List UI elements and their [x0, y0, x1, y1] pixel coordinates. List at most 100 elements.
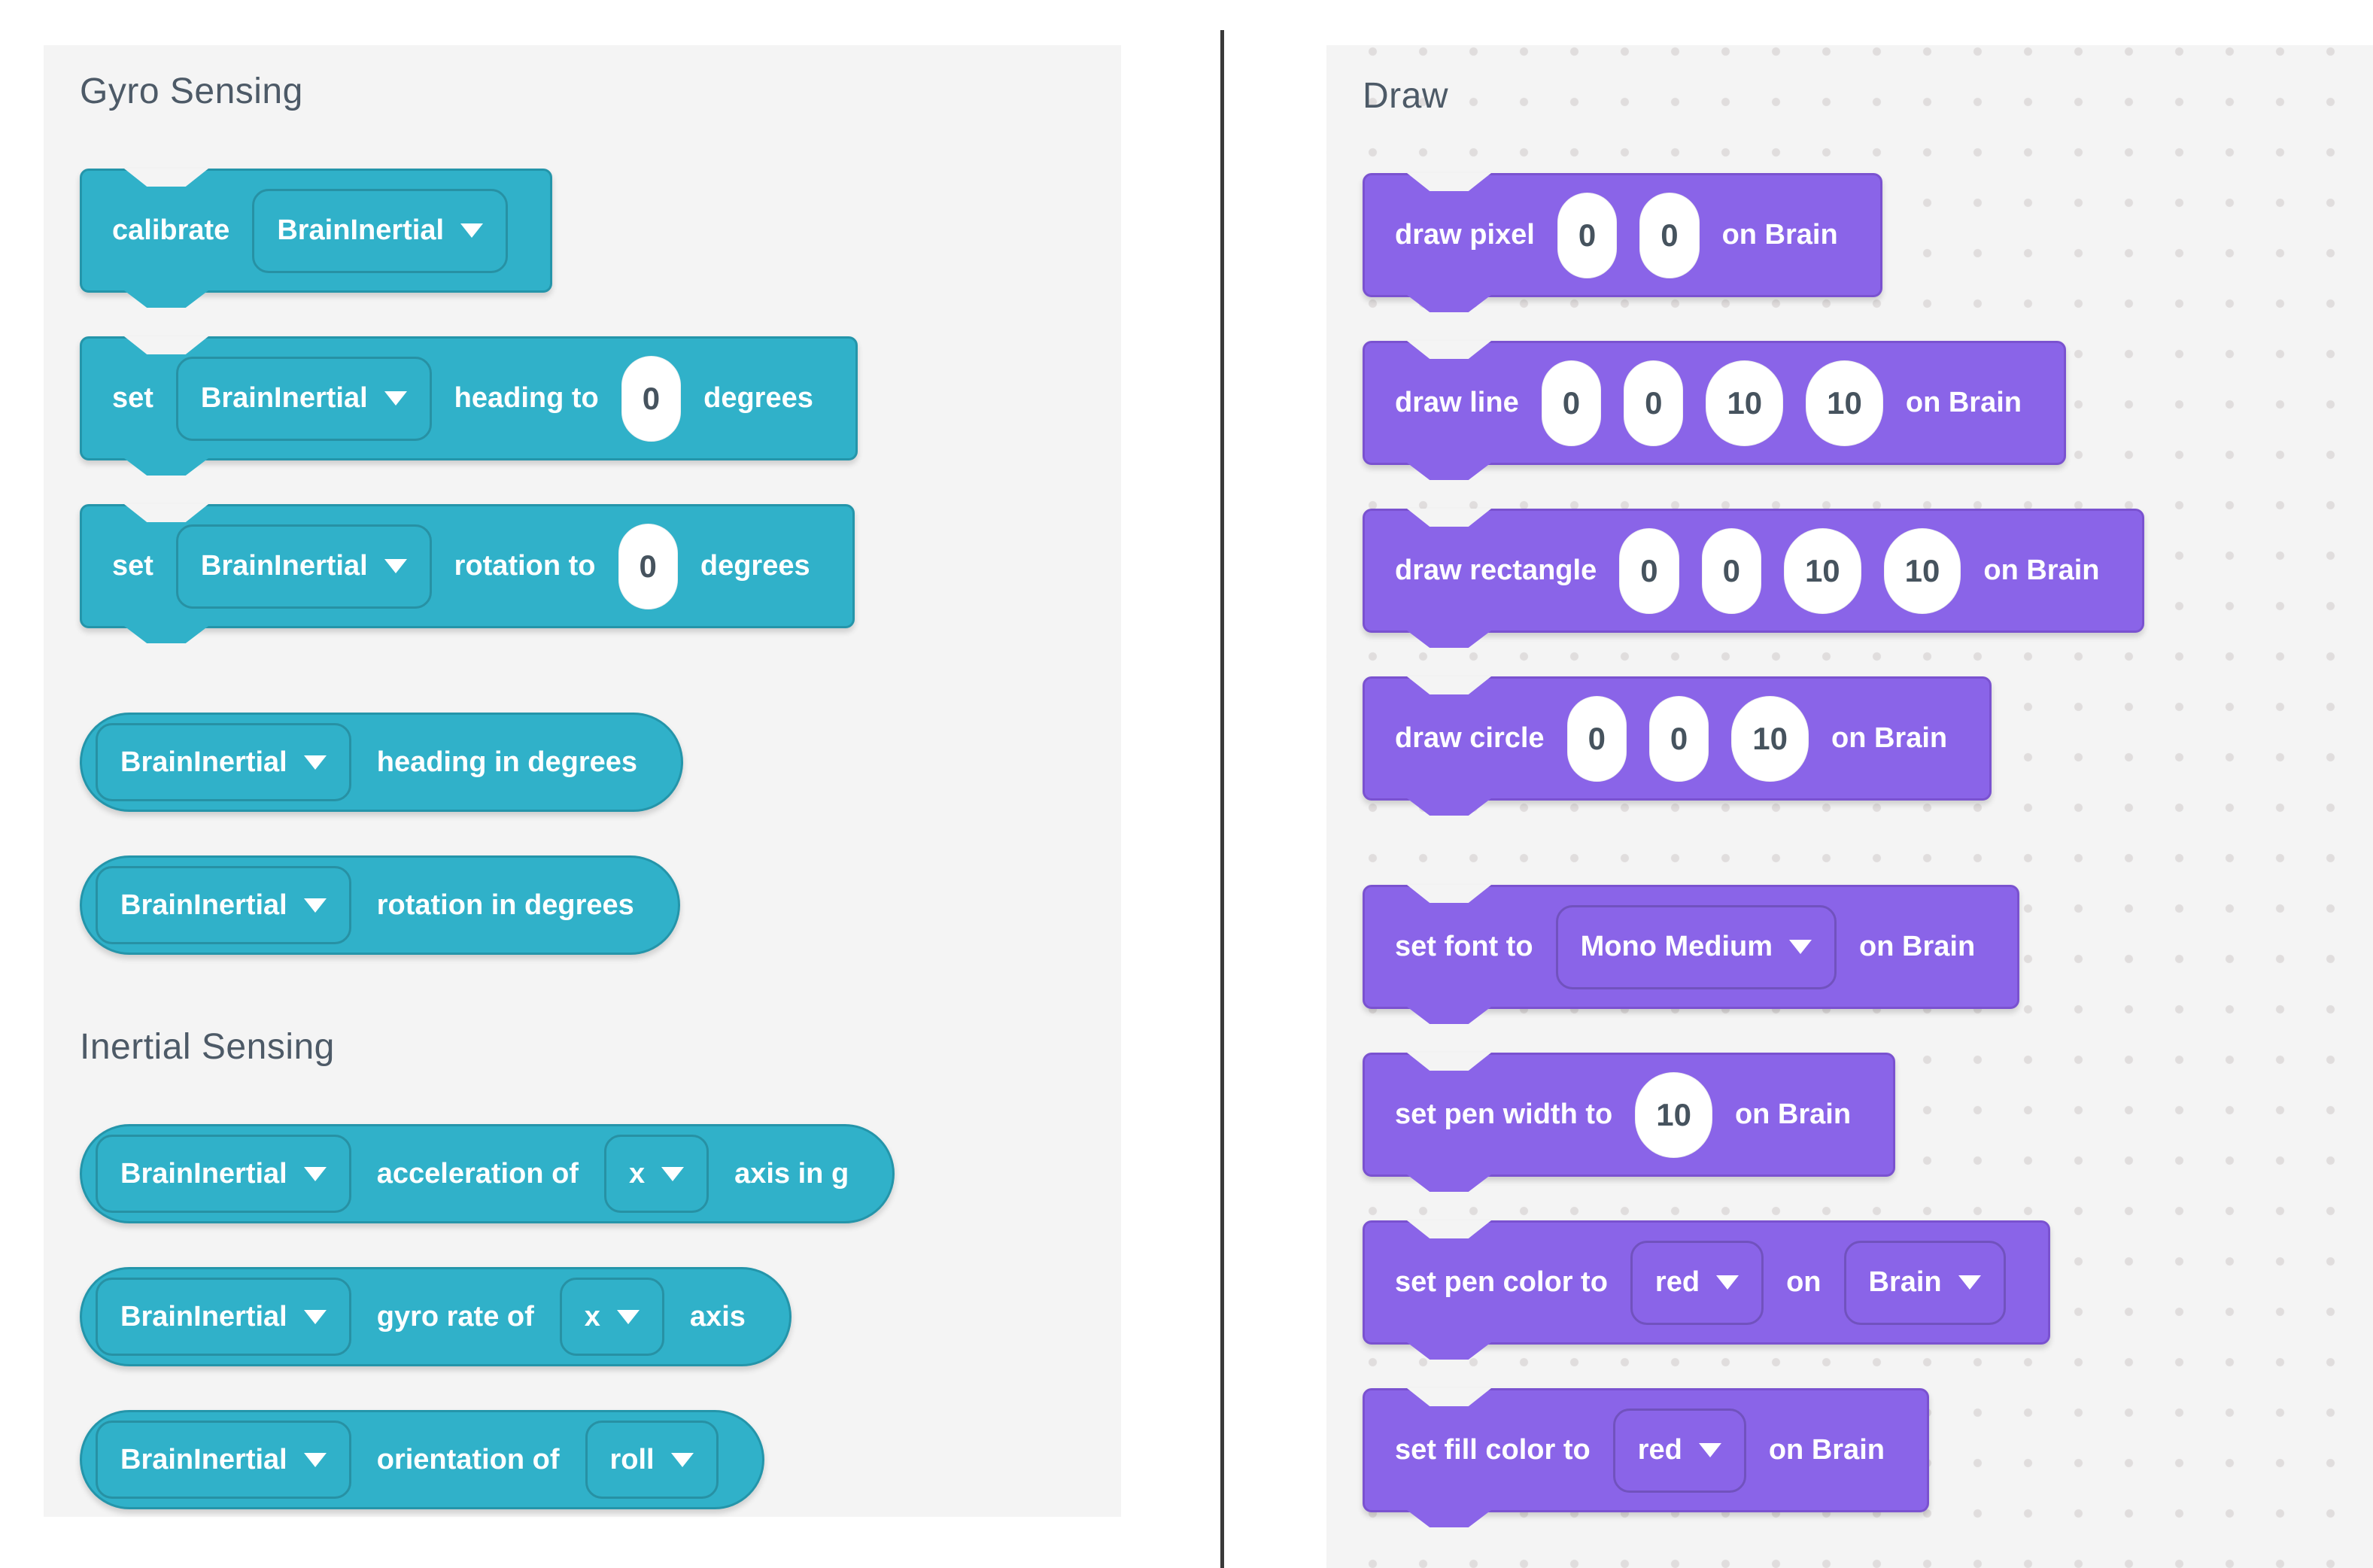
block-label: draw rectangle [1395, 555, 1597, 586]
section-title: Gyro Sensing [80, 71, 303, 111]
block-draw-line-on-brain[interactable]: draw line 0 0 10 10 on Brain [1363, 341, 2066, 465]
number-input[interactable]: 0 [618, 523, 678, 609]
number-input[interactable]: 10 [1806, 360, 1883, 446]
number-input[interactable]: 10 [1783, 527, 1861, 614]
dropdown-arrow-icon [303, 1166, 327, 1181]
number-input[interactable]: 0 [1701, 527, 1761, 614]
number-input[interactable]: 10 [1706, 360, 1784, 446]
block-set-fill-color-to-on-brain[interactable]: set fill color to red on Brain [1363, 1388, 1929, 1512]
dropdown-arrow-icon [460, 223, 484, 238]
block-label: rotation in degrees [376, 889, 634, 921]
block-draw-rectangle-on-brain[interactable]: draw rectangle 0 0 10 10 on Brain [1363, 509, 2144, 633]
block-gyro-rate-of-axis[interactable]: BrainInertial gyro rate of x axis [80, 1267, 792, 1366]
dropdown-value: Mono Medium [1580, 931, 1773, 962]
dropdown-arrow-icon [384, 559, 407, 573]
dropdown-arrow-icon [616, 1309, 640, 1324]
dropdown-arrow-icon [303, 1452, 327, 1467]
dropdown-arrow-icon [661, 1166, 685, 1181]
section-inertial-sensing: Inertial Sensing BrainInertial acceleratio… [80, 1026, 1121, 1509]
number-input[interactable]: 0 [1619, 527, 1679, 614]
block-set-pen-color-to-on[interactable]: set pen color to red on Brain [1363, 1220, 2050, 1345]
draw-palette-panel: Draw draw pixel 0 0 on Brain draw line 0 0 10 10 o… [1326, 45, 2373, 1568]
block-label: on Brain [1831, 722, 1948, 754]
dropdown-x[interactable]: x [559, 1278, 664, 1356]
block-label: draw pixel [1395, 219, 1535, 251]
block-group: draw pixel 0 0 on Brain draw line 0 0 10 10 on Br… [1363, 173, 2373, 801]
block-orientation-of[interactable]: BrainInertial orientation of roll [80, 1410, 764, 1509]
section-draw: Draw draw pixel 0 0 on Brain draw line 0 0 10 10 o… [1363, 75, 2373, 1512]
dropdown-braininertial[interactable]: BrainInertial [96, 1421, 351, 1499]
block-label: heading in degrees [376, 746, 638, 778]
dropdown-value: red [1637, 1434, 1682, 1466]
block-label: set [112, 550, 153, 582]
block-set-rotation-to-degrees[interactable]: set BrainInertial rotation to 0 degrees [80, 504, 855, 628]
dropdown-value: x [628, 1157, 646, 1190]
number-input[interactable]: 0 [1557, 192, 1618, 278]
block-set-pen-width-to-on-brain[interactable]: set pen width to 10 on Brain [1363, 1053, 1896, 1177]
block-label: set [112, 382, 153, 414]
dropdown-value: BrainInertial [200, 382, 368, 414]
number-input[interactable]: 0 [1566, 695, 1627, 782]
block-label: on Brain [1905, 387, 2022, 418]
block-acceleration-of-axis-in-g[interactable]: BrainInertial acceleration of x axis in g [80, 1124, 895, 1223]
section-title: Draw [1363, 76, 1449, 116]
number-input[interactable]: 0 [1639, 192, 1700, 278]
block-label: acceleration of [376, 1157, 579, 1190]
dropdown-arrow-icon [1716, 1275, 1739, 1290]
block-group: BrainInertial heading in degrees BrainIner… [80, 713, 1121, 955]
dropdown-braininertial[interactable]: BrainInertial [96, 1278, 351, 1356]
dropdown-braininertial[interactable]: BrainInertial [175, 356, 432, 441]
block-label: calibrate [112, 214, 230, 246]
dropdown-braininertial[interactable]: BrainInertial [175, 524, 432, 609]
block-draw-circle-on-brain[interactable]: draw circle 0 0 10 on Brain [1363, 676, 1992, 801]
panel-divider [1220, 30, 1224, 1568]
dropdown-value: Brain [1868, 1266, 1942, 1298]
dropdown-value: BrainInertial [200, 550, 368, 582]
dropdown-value: roll [609, 1443, 655, 1475]
block-group: BrainInertial acceleration of x axis in g Br… [80, 1124, 1121, 1509]
dropdown-arrow-icon [1789, 940, 1812, 954]
number-input[interactable]: 0 [1624, 360, 1684, 446]
dropdown-braininertial[interactable]: BrainInertial [252, 188, 509, 273]
number-input[interactable]: 0 [1541, 360, 1602, 446]
block-set-font-to-on-brain[interactable]: set font to Mono Medium on Brain [1363, 885, 2020, 1009]
dropdown-braininertial[interactable]: BrainInertial [96, 866, 351, 944]
block-label: draw circle [1395, 722, 1545, 754]
block-label: on Brain [1859, 931, 1976, 962]
dropdown-red[interactable]: red [1630, 1240, 1764, 1325]
block-label: degrees [703, 382, 813, 414]
number-input[interactable]: 10 [1731, 695, 1809, 782]
block-label: gyro rate of [376, 1300, 534, 1332]
dropdown-arrow-icon [303, 755, 327, 770]
block-label: axis in g [734, 1157, 849, 1190]
block-label: degrees [700, 550, 810, 582]
number-input[interactable]: 0 [621, 355, 682, 442]
dropdown-braininertial[interactable]: BrainInertial [96, 723, 351, 801]
block-calibrate[interactable]: calibrate BrainInertial [80, 169, 553, 293]
number-input[interactable]: 10 [1635, 1071, 1712, 1158]
block-set-heading-to-degrees[interactable]: set BrainInertial heading to 0 degrees [80, 336, 858, 460]
dropdown-value: x [584, 1300, 600, 1332]
dropdown-brain[interactable]: Brain [1843, 1240, 2006, 1325]
block-label: set fill color to [1395, 1434, 1591, 1466]
dropdown-arrow-icon [1958, 1275, 1981, 1290]
dropdown-arrow-icon [670, 1452, 694, 1467]
dropdown-red[interactable]: red [1612, 1408, 1746, 1493]
block-group: calibrate BrainInertial set BrainInertial he… [80, 169, 1121, 628]
block-label: set pen color to [1395, 1266, 1608, 1298]
block-label: on Brain [1983, 555, 2100, 586]
dropdown-value: BrainInertial [120, 746, 287, 778]
dropdown-x[interactable]: x [603, 1135, 709, 1213]
block-draw-pixel-on-brain[interactable]: draw pixel 0 0 on Brain [1363, 173, 1882, 297]
block-heading-in-degrees[interactable]: BrainInertial heading in degrees [80, 713, 684, 812]
number-input[interactable]: 10 [1883, 527, 1961, 614]
dropdown-value: BrainInertial [120, 1443, 287, 1475]
block-label: heading to [454, 382, 599, 414]
dropdown-mono-medium[interactable]: Mono Medium [1555, 904, 1837, 989]
dropdown-roll[interactable]: roll [585, 1421, 719, 1499]
number-input[interactable]: 0 [1648, 695, 1709, 782]
block-rotation-in-degrees[interactable]: BrainInertial rotation in degrees [80, 855, 680, 955]
dropdown-value: red [1654, 1266, 1700, 1298]
dropdown-braininertial[interactable]: BrainInertial [96, 1135, 351, 1213]
